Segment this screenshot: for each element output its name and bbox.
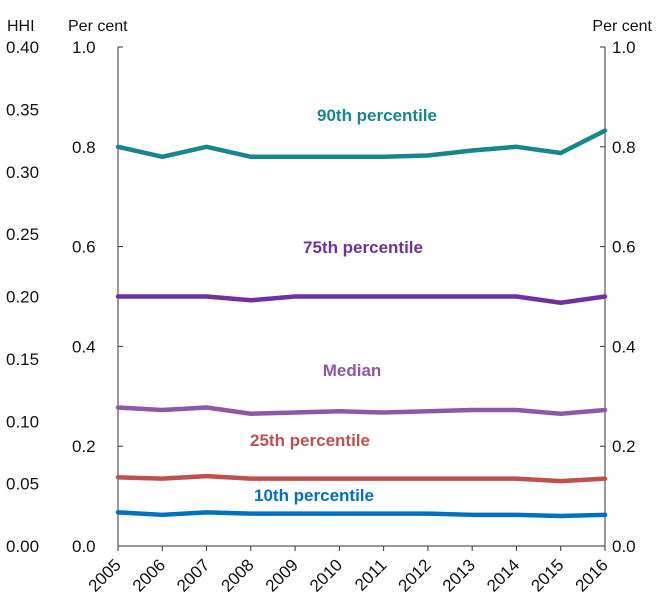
x-axis-tick-label: 2014 xyxy=(483,555,523,595)
x-axis-tick-label: 2007 xyxy=(173,555,213,595)
x-axis-tick-label: 2011 xyxy=(351,555,390,594)
x-axis-tick-label: 2005 xyxy=(85,555,125,595)
right-axis-tick-label: 0.0 xyxy=(612,537,636,556)
series-label-10th-percentile: 10th percentile xyxy=(254,486,374,505)
left-axis-tick-label: 0.10 xyxy=(6,412,39,431)
left-axis-tick-label: 0.15 xyxy=(6,350,39,369)
series-line-10th-percentile xyxy=(115,510,608,519)
left-axis-tick-label: 0.40 xyxy=(6,38,39,57)
series-line-25th-percentile xyxy=(115,473,608,484)
right-axis-tick-label: 0.8 xyxy=(612,138,636,157)
center-axis-tick-label: 0.4 xyxy=(72,337,96,356)
axes: HHI Per cent Per cent 0.00 0.05 0.10 0.15 0.20 0… xyxy=(6,18,653,596)
center-axis-tick-label: 0.8 xyxy=(72,138,96,157)
right-axis-tick-label: 0.4 xyxy=(612,337,636,356)
left-axis-tick-label: 0.00 xyxy=(6,537,39,556)
x-axis-tick-label: 2012 xyxy=(395,555,435,595)
series-label-25th-percentile: 25th percentile xyxy=(250,431,370,450)
x-axis-tick-label: 2006 xyxy=(129,555,169,595)
left-axis-tick-label: 0.20 xyxy=(6,288,39,307)
right-axis-tick-label: 0.2 xyxy=(612,437,636,456)
left-axis-tick-label: 0.35 xyxy=(6,100,39,119)
center-axis-unit-label: Per cent xyxy=(68,18,128,35)
series-label-75th-percentile: 75th percentile xyxy=(303,238,423,257)
center-axis-tick-label: 0.0 xyxy=(72,537,96,556)
series-labels: 90th percentile 75th percentile Median 25th… xyxy=(250,106,437,505)
center-axis-tick-label: 0.6 xyxy=(72,238,96,257)
left-axis-unit-label: HHI xyxy=(7,18,35,35)
left-axis-tick-label: 0.05 xyxy=(6,475,39,494)
x-axis-tick-label: 2009 xyxy=(262,555,302,595)
left-axis-tick-label: 0.30 xyxy=(6,163,39,182)
series-label-median: Median xyxy=(323,361,382,380)
left-axis-tick-label: 0.25 xyxy=(6,225,39,244)
x-axis-tick-label: 2016 xyxy=(572,555,612,595)
center-axis-tick-label: 1.0 xyxy=(72,38,96,57)
right-axis-tick-label: 0.6 xyxy=(612,238,636,257)
center-axis-tick-label: 0.2 xyxy=(72,437,96,456)
right-axis-unit-label: Per cent xyxy=(592,18,652,35)
series-line-75th-percentile xyxy=(115,294,608,305)
x-axis-tick-label: 2010 xyxy=(306,555,346,595)
series-line-90th-percentile xyxy=(115,128,608,160)
x-axis-tick-label: 2013 xyxy=(439,555,479,595)
x-axis-tick-label: 2008 xyxy=(217,555,257,595)
right-axis-tick-label: 1.0 xyxy=(612,38,636,57)
series-line-median xyxy=(115,405,608,417)
x-axis-tick-label: 2015 xyxy=(527,555,567,595)
series-lines xyxy=(115,128,608,519)
series-label-90th-percentile: 90th percentile xyxy=(317,106,437,125)
